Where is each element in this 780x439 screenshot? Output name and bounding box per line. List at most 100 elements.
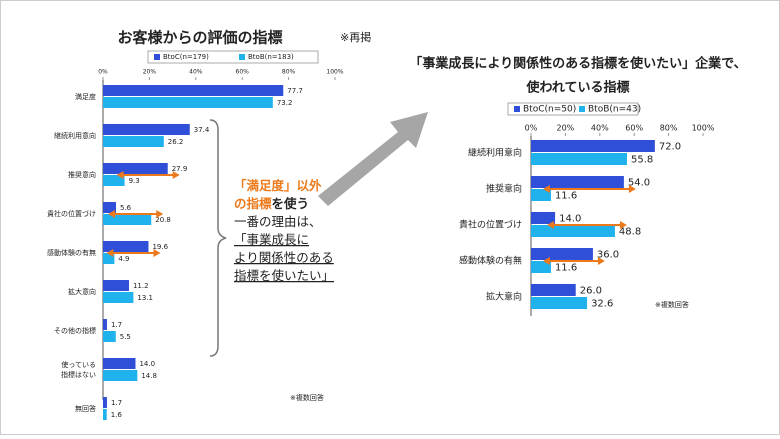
category-label: 感動体験の有無 xyxy=(47,248,96,257)
x-tick-label: 100% xyxy=(692,124,715,133)
value-label: 55.8 xyxy=(631,155,653,166)
category-label: 使っている指標はない xyxy=(61,360,96,379)
value-label: 20.8 xyxy=(155,216,171,224)
annotation-line: 「満足度」以外 xyxy=(234,178,322,193)
orange-arrowhead xyxy=(172,171,180,179)
bar xyxy=(103,253,115,264)
value-label: 26.2 xyxy=(168,138,184,146)
value-label: 11.2 xyxy=(133,282,149,290)
value-label: 37.4 xyxy=(194,126,210,134)
value-label: 19.6 xyxy=(152,243,168,251)
bar xyxy=(103,358,136,369)
legend-label: BtoC(n=179) xyxy=(163,53,209,61)
annotation-segment: より関係性のある xyxy=(234,250,334,265)
orange-arrowhead xyxy=(597,257,605,265)
chart-title: 使われている指標 xyxy=(526,80,630,96)
x-tick-label: 20% xyxy=(143,69,157,76)
category-label: 推奨意向 xyxy=(486,183,522,195)
bar xyxy=(531,248,593,260)
value-label: 13.1 xyxy=(137,294,153,302)
bar xyxy=(531,225,615,237)
bar xyxy=(103,331,116,342)
value-label: 26.0 xyxy=(580,286,602,297)
value-label: 5.5 xyxy=(120,333,131,341)
orange-arrowhead xyxy=(107,210,115,218)
annotation-line: 一番の理由は、 xyxy=(234,214,322,229)
annotation-segment: を使う xyxy=(272,196,310,211)
bar xyxy=(531,284,576,296)
bar xyxy=(103,370,138,381)
bar xyxy=(103,175,125,186)
chart-title: お客様からの評価の指標 xyxy=(117,29,282,47)
category-label: 無回答 xyxy=(75,404,96,413)
legend-swatch xyxy=(239,54,245,60)
legend-box xyxy=(507,102,639,116)
bar xyxy=(103,202,116,213)
category-label: 貴社の位置づけ xyxy=(47,209,96,218)
bar xyxy=(531,212,556,224)
orange-arrowhead xyxy=(116,171,124,179)
legend-swatch xyxy=(154,54,160,60)
value-label: 72.0 xyxy=(659,142,681,153)
annotation-segment: 「事業成長に xyxy=(234,232,309,247)
bar xyxy=(103,214,152,225)
legend-label: BtoB(n=43) xyxy=(588,105,641,115)
bar xyxy=(103,85,284,96)
value-label: 77.7 xyxy=(287,87,303,95)
brace xyxy=(209,119,227,357)
bar xyxy=(531,176,624,188)
category-label: 拡大意向 xyxy=(486,291,522,303)
x-tick-label: 20% xyxy=(557,124,575,133)
annotation-line: の指標を使う xyxy=(234,196,309,211)
orange-arrowhead xyxy=(619,221,627,229)
annotation-line: 「事業成長に xyxy=(234,232,309,247)
bar xyxy=(103,280,129,291)
value-label: 11.6 xyxy=(555,191,577,202)
bar xyxy=(103,319,107,330)
value-label: 27.9 xyxy=(172,165,188,173)
bar xyxy=(531,153,627,165)
value-label: 73.2 xyxy=(277,99,293,107)
orange-arrowhead xyxy=(547,221,555,229)
category-label: 拡大意向 xyxy=(68,287,96,296)
value-label: 14.0 xyxy=(559,214,581,225)
bar xyxy=(531,261,551,273)
legend-label: BtoB(n=183) xyxy=(248,53,294,61)
x-tick-label: 0% xyxy=(525,124,538,133)
bar xyxy=(103,97,273,108)
annotation-segment: の指標 xyxy=(234,196,272,211)
bar xyxy=(103,241,149,252)
x-tick-label: 80% xyxy=(282,69,296,76)
value-label: 48.8 xyxy=(619,227,641,238)
legend-swatch xyxy=(514,106,520,112)
chart-title: 「事業成長により関係性のある指標を使いたい」企業で、 xyxy=(409,56,746,72)
bar xyxy=(531,297,588,309)
value-label: 14.8 xyxy=(141,372,157,380)
bar xyxy=(103,292,134,303)
note: ※複数回答 xyxy=(290,393,324,402)
bar xyxy=(531,189,551,201)
value-label: 9.3 xyxy=(129,177,140,185)
category-label: 感動体験の有無 xyxy=(459,255,522,267)
chart-subtitle: ※再掲 xyxy=(340,30,371,44)
annotation-segment: 指標を使いたい」 xyxy=(234,268,334,283)
value-label: 1.6 xyxy=(111,411,123,419)
orange-arrowhead xyxy=(156,210,164,218)
orange-arrowhead xyxy=(153,249,161,257)
orange-arrowhead xyxy=(542,185,550,193)
bar xyxy=(531,140,655,152)
category-label: 満足度 xyxy=(75,92,96,101)
value-label: 11.6 xyxy=(555,263,577,274)
x-tick-label: 60% xyxy=(625,124,643,133)
value-label: 1.7 xyxy=(111,321,122,329)
annotation-line: 指標を使いたい」 xyxy=(234,268,334,283)
category-label: 貴社の位置づけ xyxy=(459,219,522,231)
value-label: 54.0 xyxy=(628,178,650,189)
bar xyxy=(103,409,107,420)
value-label: 36.0 xyxy=(597,250,619,261)
x-tick-label: 40% xyxy=(189,69,203,76)
note: ※複数回答 xyxy=(655,300,689,309)
x-tick-label: 80% xyxy=(660,124,678,133)
x-tick-label: 60% xyxy=(236,69,250,76)
